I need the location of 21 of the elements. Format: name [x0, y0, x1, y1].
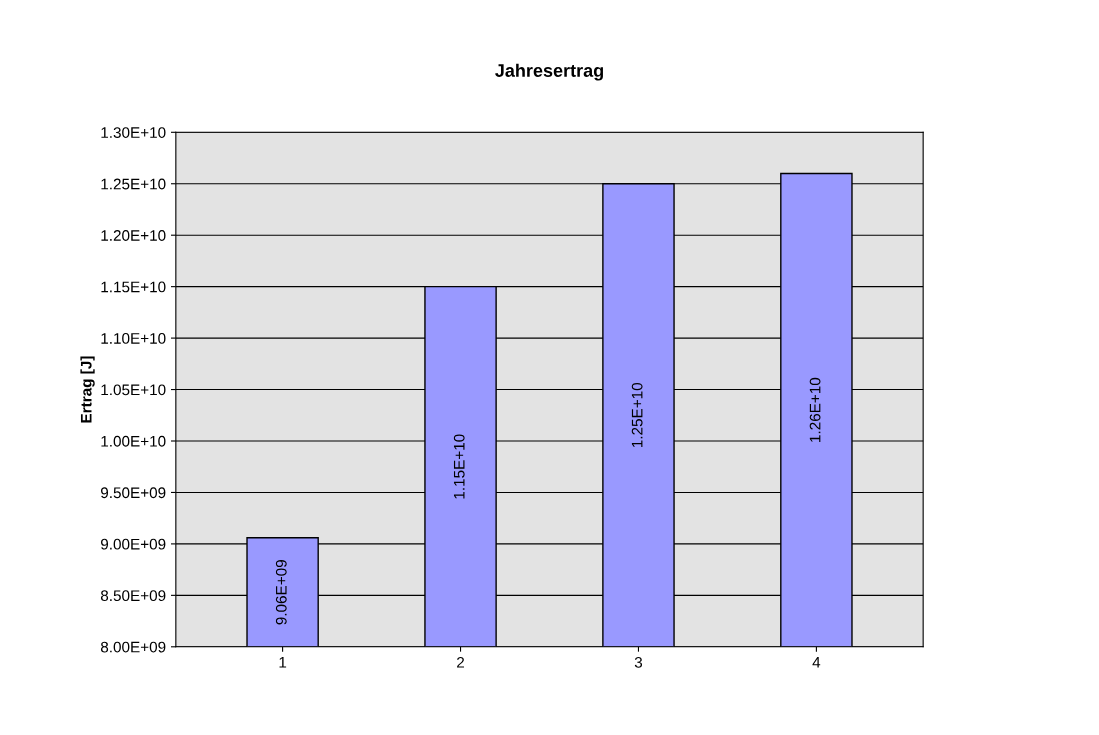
x-tick-label: 4 [812, 657, 821, 668]
y-tick-label: 8.00E+09 [100, 641, 166, 653]
y-tick-label: 9.00E+09 [101, 538, 166, 550]
y-tick-label: 8.50E+09 [100, 590, 166, 602]
y-tick-label: 1.00E+10 [101, 435, 166, 447]
x-tick-label: 1 [279, 657, 287, 668]
x-tick-label: 2 [457, 656, 465, 668]
y-axis-title: Ertrag [J] [80, 356, 95, 423]
x-tick-label: 3 [634, 656, 643, 668]
data-label: 1.15E+10 [453, 434, 465, 499]
y-tick-label: 1.05E+10 [101, 384, 166, 396]
y-tick-label: 1.25E+10 [101, 178, 166, 190]
y-tick-label: 1.15E+10 [101, 281, 166, 293]
data-label: 9.06E+09 [275, 560, 287, 625]
data-label: 1.25E+10 [631, 382, 643, 448]
y-tick-label: 9.50E+09 [101, 487, 166, 499]
y-tick-label: 1.20E+10 [101, 230, 166, 241]
y-tick-label: 1.30E+10 [101, 127, 166, 138]
chart-title: Jahresertrag [495, 63, 603, 81]
data-label: 1.26E+10 [809, 377, 821, 442]
y-tick-label: 1.10E+10 [101, 332, 166, 344]
